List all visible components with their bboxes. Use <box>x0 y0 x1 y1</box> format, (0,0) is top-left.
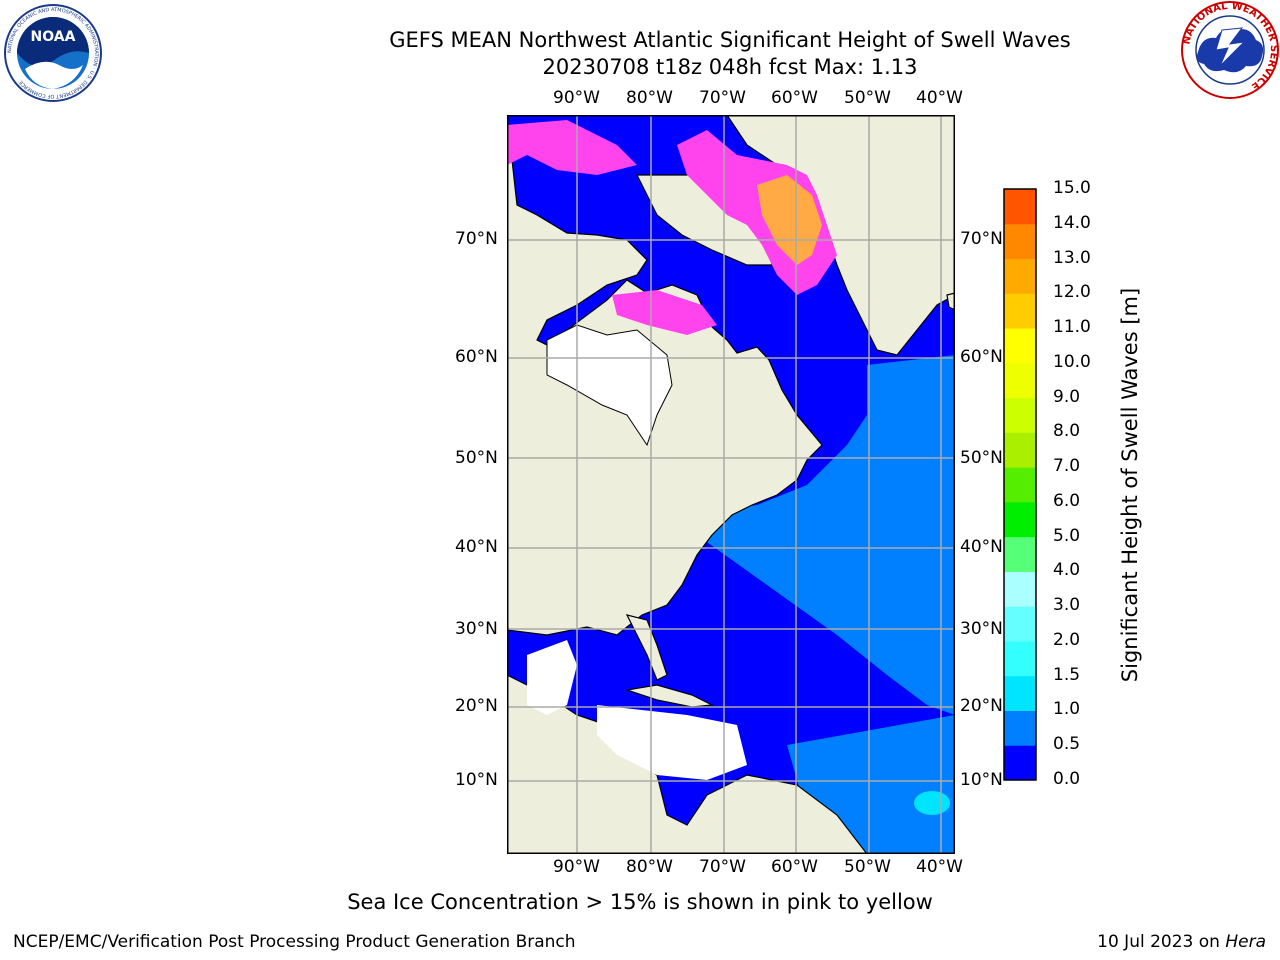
colorbar-tick-label: 1.0 <box>1053 699 1081 720</box>
colorbar-tick-label: 7.0 <box>1053 456 1081 477</box>
colorbar-segment <box>1004 501 1036 538</box>
colorbar-segment <box>1004 606 1036 642</box>
footer-credit: NCEP/EMC/Verification Post Processing Pr… <box>13 932 576 952</box>
colorbar-tick-label: 0.5 <box>1053 734 1081 755</box>
colorbar-tick-label: 13.0 <box>1053 247 1091 268</box>
colorbar-segment <box>1004 467 1036 503</box>
sea-ice-layer <box>507 120 837 335</box>
lon-label-bottom: 50°W <box>844 857 891 877</box>
cuba-land <box>626 684 715 708</box>
lon-label-top: 40°W <box>916 88 963 108</box>
caribbean-nodata <box>597 705 747 780</box>
footer-date-text: 10 Jul 2023 on <box>1097 932 1226 952</box>
sea-ice-hudson-strait <box>612 290 717 335</box>
lat-label-left: 60°N <box>455 347 498 367</box>
colorbar-tick-label: 11.0 <box>1053 317 1091 338</box>
sea-ice-arctic <box>507 120 637 175</box>
colorbar-tick-label: 10.0 <box>1053 351 1091 372</box>
colorbar-segment <box>1004 258 1036 294</box>
lat-label-left: 40°N <box>455 537 498 557</box>
colorbar-segment <box>1004 571 1036 607</box>
lat-label-right: 60°N <box>960 347 1003 367</box>
colorbar-tick-label: 8.0 <box>1053 421 1081 442</box>
colorbar-segment <box>1004 293 1036 329</box>
colorbar-tick-label: 1.5 <box>1053 664 1081 685</box>
map-title: GEFS MEAN Northwest Atlantic Significant… <box>389 28 1071 52</box>
map-subtitle: 20230708 t18z 048h fcst Max: 1.13 <box>542 55 918 79</box>
colorbar-tick-label: 9.0 <box>1053 386 1081 407</box>
colorbar-tick-label: 5.0 <box>1053 525 1081 546</box>
noaa-logo-text: NOAA <box>31 29 76 45</box>
swell-band-mid <box>687 355 955 715</box>
swell-peak-area <box>914 791 950 815</box>
colorbar-segment <box>1004 397 1036 433</box>
colorbar-segment <box>1004 710 1036 746</box>
lat-label-left: 50°N <box>455 448 498 468</box>
lat-label-left: 20°N <box>455 696 498 716</box>
central-america-land <box>507 674 868 854</box>
colorbar-segment <box>1004 223 1036 260</box>
colorbar-tick-label: 2.0 <box>1053 629 1081 650</box>
lon-label-bottom: 70°W <box>699 857 746 877</box>
nws-logo: NATIONAL WEATHER SERVICE <box>1181 1 1279 99</box>
lat-label-left: 10°N <box>455 770 498 790</box>
colorbar-tick-label: 15.0 <box>1053 178 1091 198</box>
colorbar-tick-label: 3.0 <box>1053 595 1081 616</box>
lat-label-right: 70°N <box>960 229 1003 249</box>
lat-label-right: 50°N <box>960 448 1003 468</box>
footer-host: Hera <box>1225 932 1266 952</box>
graticule <box>507 115 955 854</box>
lat-label-right: 30°N <box>960 619 1003 639</box>
colorbar <box>1003 188 1037 781</box>
colorbar-segment <box>1004 328 1036 364</box>
colorbar-segment <box>1004 675 1036 711</box>
colorbar-tick-label: 14.0 <box>1053 212 1091 233</box>
lon-label-bottom: 60°W <box>771 857 818 877</box>
colorbar-tick-label: 6.0 <box>1053 490 1081 511</box>
colorbar-segment <box>1004 536 1036 572</box>
lon-label-bottom: 80°W <box>626 857 673 877</box>
lat-label-right: 40°N <box>960 537 1003 557</box>
colorbar-segment <box>1004 432 1036 468</box>
lat-label-right: 10°N <box>960 770 1003 790</box>
hudson-bay-nodata <box>546 324 673 447</box>
iceland-land <box>946 292 955 311</box>
colorbar-tick-label: 0.0 <box>1053 769 1081 789</box>
lon-label-top: 50°W <box>844 88 891 108</box>
sea-ice-note: Sea Ice Concentration > 15% is shown in … <box>347 890 933 914</box>
lat-label-right: 20°N <box>960 696 1003 716</box>
lon-label-top: 70°W <box>699 88 746 108</box>
gulf-nodata <box>527 640 577 715</box>
colorbar-tick-label: 12.0 <box>1053 282 1091 303</box>
colorbar-segment <box>1004 189 1036 225</box>
map-panel <box>507 115 955 854</box>
lon-label-bottom: 40°W <box>916 857 963 877</box>
colorbar-label: Significant Height of Swell Waves [m] <box>1118 287 1142 683</box>
colorbar-tick-label: 4.0 <box>1053 560 1081 581</box>
colorbar-segment <box>1004 640 1036 677</box>
colorbar-segment <box>1004 745 1036 781</box>
footer-date: 10 Jul 2023 on Hera <box>1097 932 1266 952</box>
lat-label-left: 70°N <box>455 229 498 249</box>
sea-ice-core <box>757 175 822 265</box>
lat-label-left: 30°N <box>455 619 498 639</box>
florida-land <box>625 614 668 681</box>
noaa-logo: NOAA NATIONAL OCEANIC AND ATMOSPHERIC AD… <box>4 4 102 102</box>
lon-label-top: 60°W <box>771 88 818 108</box>
lon-label-top: 90°W <box>553 88 600 108</box>
lon-label-bottom: 90°W <box>553 857 600 877</box>
colorbar-segment <box>1004 362 1036 399</box>
lon-label-top: 80°W <box>626 88 673 108</box>
